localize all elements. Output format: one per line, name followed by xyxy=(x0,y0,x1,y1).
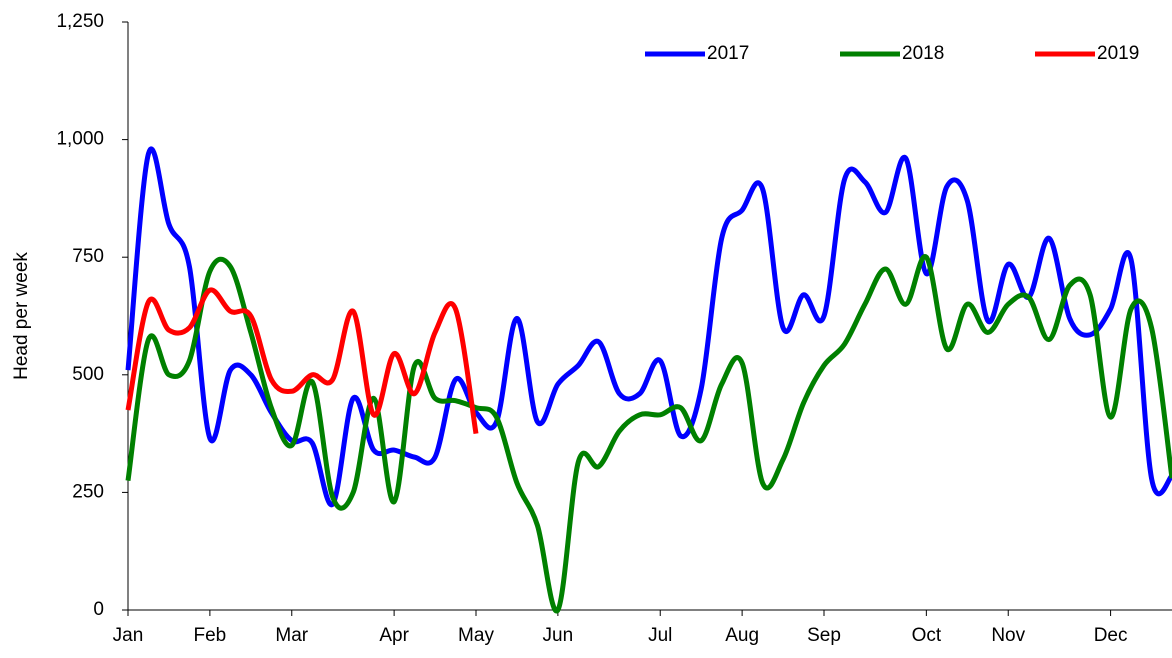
legend-label: 2018 xyxy=(902,43,944,64)
y-tick-label: 1,250 xyxy=(56,11,104,32)
x-tick-label: Feb xyxy=(194,625,227,646)
x-tick-label: Aug xyxy=(725,625,759,646)
x-tick-label: Sep xyxy=(807,625,841,646)
x-tick-label: Mar xyxy=(275,625,308,646)
y-tick-label: 750 xyxy=(72,246,104,267)
legend-label: 2017 xyxy=(707,43,749,64)
x-tick-label: Apr xyxy=(379,625,409,646)
y-axis-label: Head per week xyxy=(11,252,32,380)
x-tick-label: Nov xyxy=(991,625,1025,646)
line-series xyxy=(125,287,479,435)
x-tick-label: May xyxy=(458,625,494,646)
legend-label: 2019 xyxy=(1097,43,1139,64)
line-series xyxy=(125,254,1172,614)
x-tick-label: Jun xyxy=(543,625,574,646)
y-tick-label: 1,000 xyxy=(56,129,104,150)
y-tick-label: 500 xyxy=(72,364,104,385)
y-tick-label: 0 xyxy=(93,599,104,620)
x-tick-label: Jul xyxy=(648,625,672,646)
y-tick-label: 250 xyxy=(72,481,104,502)
x-tick-label: Oct xyxy=(912,625,942,646)
x-tick-label: Dec xyxy=(1094,625,1128,646)
line-series xyxy=(125,146,1172,508)
x-tick-label: Jan xyxy=(113,625,144,646)
